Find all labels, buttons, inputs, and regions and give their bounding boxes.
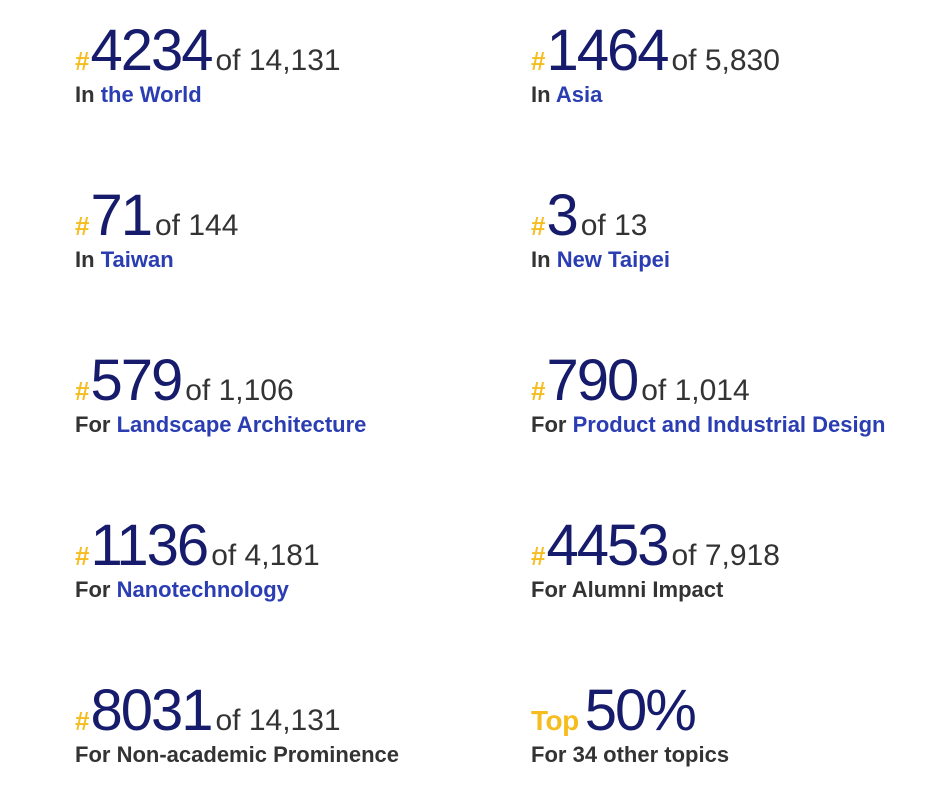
rank-total: of 14,131 [215,704,341,737]
topic-text: Alumni Impact [571,577,724,602]
rank-total: of 1,014 [641,374,750,407]
hash-icon: # [531,541,546,571]
rank-total: of 13 [580,209,648,242]
topic-text: 34 other topics [572,742,730,767]
rank-number: 3 [546,183,578,248]
hash-icon: # [531,46,546,76]
topic-link-nanotechnology[interactable]: Nanotechnology [116,577,289,602]
ranking-card-new-taipei: #3 of 13 In New Taipei [531,183,936,273]
rank-label-lead: For [75,412,111,437]
rank-number: 1464 [546,18,669,83]
rank-label-lead: In [531,82,551,107]
rank-line: #790 of 1,014 [531,348,936,414]
rank-label-lead: For [531,742,567,767]
rank-line: Top 50% [531,678,936,744]
ranking-card-nanotechnology: #1136 of 4,181 For Nanotechnology [75,513,495,603]
rank-label: In New Taipei [531,247,936,273]
rank-number: 8031 [90,678,213,743]
rank-label-lead: For [75,577,111,602]
rank-line: #3 of 13 [531,183,936,249]
rank-total: of 5,830 [671,44,780,77]
rank-number: 790 [546,348,639,413]
hash-icon: # [75,211,90,241]
rank-line: #71 of 144 [75,183,495,249]
topic-link-asia[interactable]: Asia [555,82,603,107]
topic-link-product-industrial-design[interactable]: Product and Industrial Design [572,412,886,437]
rank-label-lead: In [531,247,551,272]
rank-label: For Alumni Impact [531,577,936,603]
rank-label-lead: For [75,742,111,767]
hash-icon: # [75,46,90,76]
rank-label: In the World [75,82,495,108]
rank-label: For Landscape Architecture [75,412,495,438]
rank-number: 4453 [546,513,669,578]
rank-label-lead: In [75,82,95,107]
rank-label-lead: For [531,412,567,437]
rank-number: 71 [90,183,152,248]
topic-link-new-taipei[interactable]: New Taipei [556,247,670,272]
topic-text: Non-academic Prominence [116,742,400,767]
rank-label: For 34 other topics [531,742,936,768]
rank-number: 579 [90,348,183,413]
rank-label: In Taiwan [75,247,495,273]
rank-label-lead: In [75,247,95,272]
ranking-card-world: #4234 of 14,131 In the World [75,18,495,108]
rank-line: #4234 of 14,131 [75,18,495,84]
rank-number: 1136 [90,513,209,578]
ranking-card-alumni-impact: #4453 of 7,918 For Alumni Impact [531,513,936,603]
topic-link-taiwan[interactable]: Taiwan [100,247,174,272]
rank-line: #1464 of 5,830 [531,18,936,84]
rank-total: of 1,106 [185,374,294,407]
ranking-card-taiwan: #71 of 144 In Taiwan [75,183,495,273]
ranking-card-non-academic-prominence: #8031 of 14,131 For Non-academic Prominen… [75,678,495,768]
rank-total: of 14,131 [215,44,341,77]
rank-label-lead: For [531,577,567,602]
rank-label: For Non-academic Prominence [75,742,495,768]
rank-line: #4453 of 7,918 [531,513,936,579]
rank-label: In Asia [531,82,936,108]
hash-icon: # [75,376,90,406]
hash-icon: # [75,706,90,736]
hash-icon: # [531,376,546,406]
rank-total: of 4,181 [211,539,320,572]
ranking-card-other-topics: Top 50% For 34 other topics [531,678,936,768]
rank-percent: 50% [584,678,697,743]
hash-icon: # [531,211,546,241]
ranking-card-product-industrial-design: #790 of 1,014 For Product and Industrial … [531,348,936,438]
rank-line: #579 of 1,106 [75,348,495,414]
rank-label: For Nanotechnology [75,577,495,603]
rank-line: #1136 of 4,181 [75,513,495,579]
ranking-card-asia: #1464 of 5,830 In Asia [531,18,936,108]
rank-total: of 144 [154,209,239,242]
rank-label: For Product and Industrial Design [531,412,936,438]
rank-total: of 7,918 [671,539,780,572]
topic-link-landscape-architecture[interactable]: Landscape Architecture [116,412,367,437]
hash-icon: # [75,541,90,571]
rank-number: 4234 [90,18,213,83]
ranking-card-landscape-architecture: #579 of 1,106 For Landscape Architecture [75,348,495,438]
topic-link-world[interactable]: the World [100,82,202,107]
top-badge: Top [531,705,579,736]
rank-line: #8031 of 14,131 [75,678,495,744]
